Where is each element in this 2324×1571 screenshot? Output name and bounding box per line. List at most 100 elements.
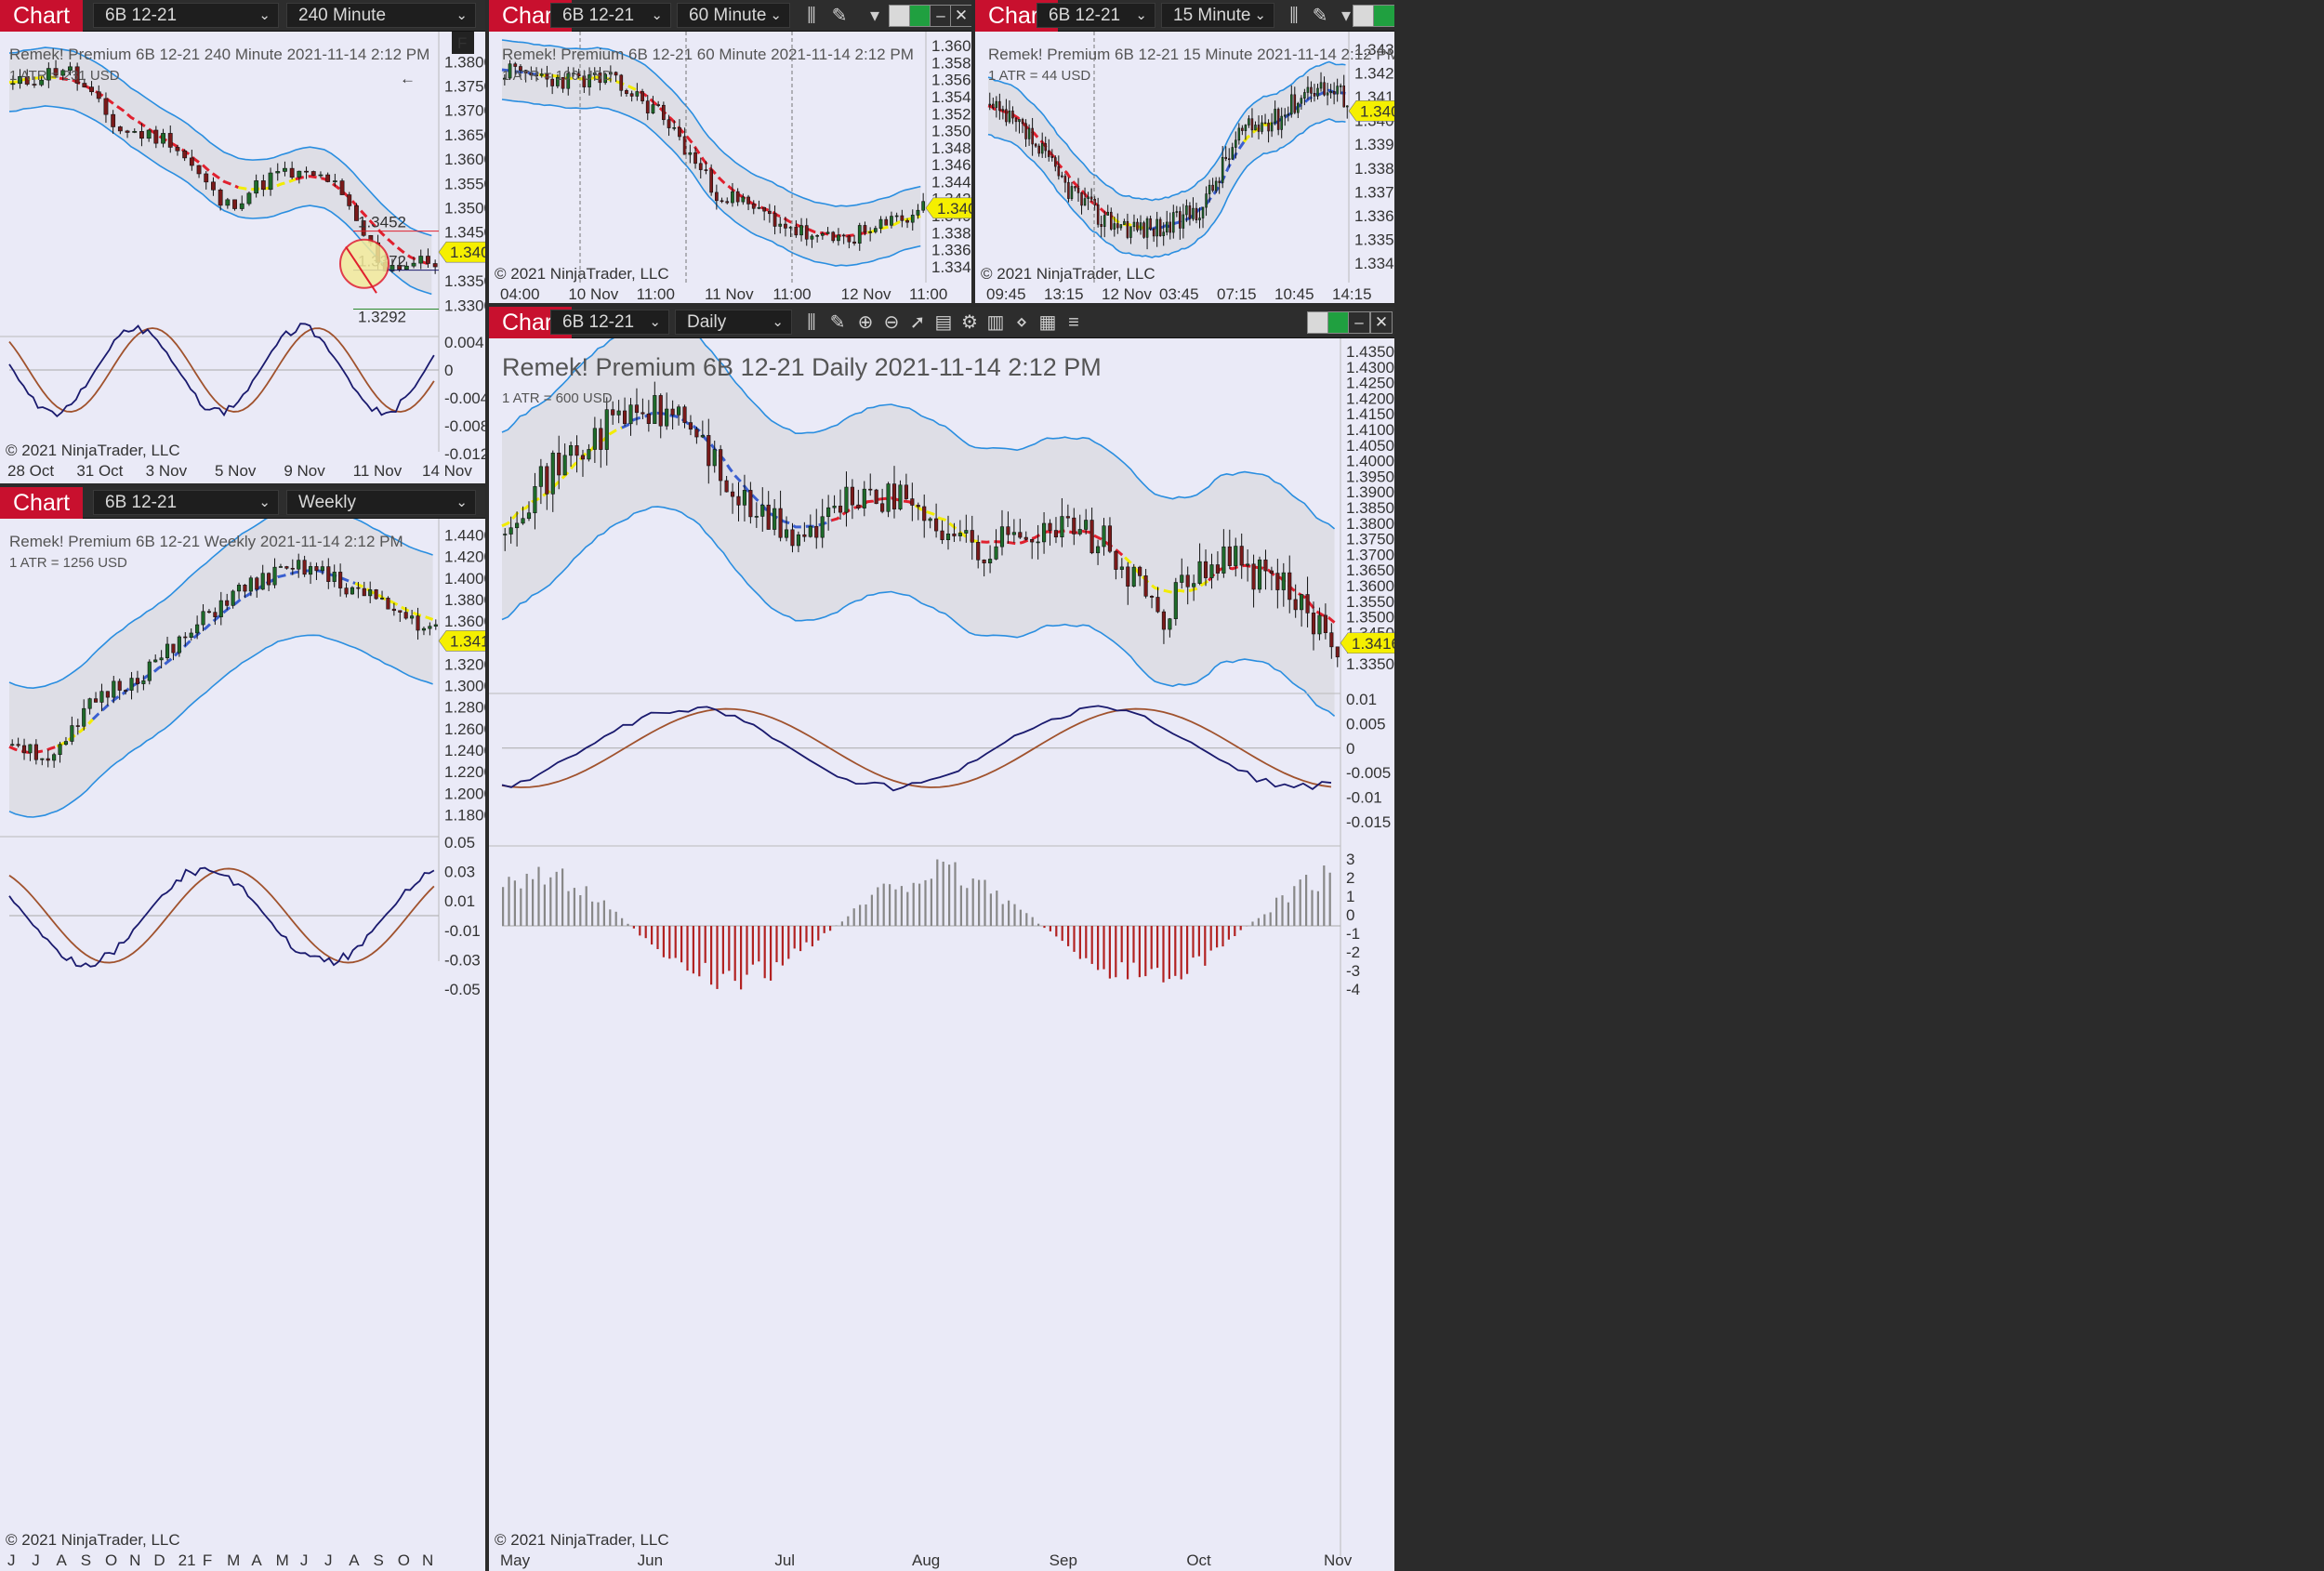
data-box-icon[interactable]: ▤ — [934, 312, 953, 333]
bar-type-icon[interactable]: ⫼ — [1289, 6, 1299, 26]
candle-body — [403, 612, 408, 619]
dropdown-icon[interactable]: ▾ — [1340, 6, 1352, 26]
candle-body — [338, 572, 343, 588]
candle-body — [368, 589, 373, 597]
candle-body — [267, 573, 271, 586]
candle-body — [799, 225, 803, 236]
osc-tick-label: -0.03 — [444, 951, 481, 969]
chevron-down-icon: ⌄ — [772, 314, 784, 330]
zoom-in-icon[interactable]: ⊕ — [857, 312, 874, 333]
candle-body — [1215, 564, 1220, 574]
candle-body — [1139, 222, 1142, 231]
candle-body — [1234, 546, 1238, 566]
minimize-button[interactable]: – — [1348, 311, 1370, 334]
bar-type-icon[interactable]: ⫼ — [807, 6, 816, 26]
trend-line-red — [8, 745, 58, 755]
window-color-button[interactable] — [1373, 5, 1394, 27]
chart-60min[interactable]: 1.36001.35801.35601.35401.35201.35001.34… — [489, 32, 971, 303]
drawing-tool-icon[interactable]: ✎ — [1312, 6, 1328, 26]
chart-daily[interactable]: 1.43501.43001.42501.42001.41501.41001.40… — [489, 338, 1394, 1571]
candle-body — [182, 150, 188, 159]
candle-body — [1313, 93, 1316, 97]
chart-tab[interactable]: Chart — [0, 487, 84, 519]
date-tick-label: 11 Nov — [353, 462, 403, 480]
window-link-button[interactable] — [1307, 311, 1329, 334]
histogram-bar — [644, 926, 647, 939]
price-tick-label: 1.4050 — [1346, 437, 1394, 455]
histogram-bar — [1156, 926, 1159, 969]
instrument-select[interactable]: 6B 12-21 ⌄ — [93, 490, 279, 515]
histogram-bar — [918, 883, 921, 926]
candle-body — [672, 126, 677, 129]
price-tick-label: 1.3380 — [931, 224, 971, 242]
instrument-select[interactable]: 6B 12-21 ⌄ — [1037, 3, 1155, 28]
histogram-bar — [817, 926, 820, 941]
instrument-select[interactable]: 6B 12-21 ⌄ — [550, 310, 669, 335]
histogram-bar — [1293, 886, 1296, 926]
price-tick-label: 1.4250 — [1346, 375, 1394, 392]
candle-body — [863, 225, 867, 233]
indicators-icon[interactable]: ▥ — [986, 312, 1005, 333]
close-button[interactable]: ✕ — [950, 5, 971, 27]
date-tick-label: N — [422, 1551, 433, 1569]
candle-body — [1034, 143, 1037, 147]
chart-240min[interactable]: 1.3800 1.3750 1.3700 1.3650 1.3600 1.3550 1.35… — [0, 32, 485, 483]
candle-body — [820, 516, 825, 538]
date-tick-label: S — [81, 1551, 91, 1569]
chart-tab[interactable]: Chart — [0, 0, 84, 32]
chart-15min[interactable]: 1.34351.34251.34151.34051.33951.33851.33… — [975, 32, 1394, 303]
close-button[interactable]: ✕ — [1370, 311, 1393, 334]
interval-select[interactable]: Daily ⌄ — [675, 310, 792, 335]
histogram-bar — [513, 880, 516, 926]
properties-icon[interactable]: ⚙ — [961, 312, 978, 333]
window-link-button[interactable] — [1353, 5, 1375, 27]
candle-body — [580, 455, 586, 460]
strategies-icon[interactable]: ⋄ — [1015, 312, 1028, 333]
candle-body — [1074, 186, 1076, 189]
chart-header: Remek! Premium 6B 12-21 Weekly 2021-11-1… — [9, 533, 403, 550]
candle-body — [706, 435, 711, 467]
candle-body — [302, 560, 307, 575]
candle-body — [651, 104, 655, 113]
candle-body — [645, 100, 650, 113]
list-icon[interactable]: ≡ — [1068, 312, 1079, 333]
interval-select[interactable]: Weekly ⌄ — [286, 490, 476, 515]
histogram-bar — [1097, 926, 1100, 970]
drawing-tool-icon[interactable]: ✎ — [829, 312, 846, 333]
candle-body — [772, 213, 777, 227]
instrument-select[interactable]: 6B 12-21 ⌄ — [93, 3, 279, 28]
interval-select[interactable]: 240 Minute ⌄ — [286, 3, 476, 28]
interval-select[interactable]: 60 Minute ⌄ — [677, 3, 790, 28]
toolbar: Chart 6B 12-21 ⌄ 60 Minute ⌄ ⫼ ✎ ▾ – ✕ — [489, 0, 971, 32]
histogram-bar — [847, 916, 850, 926]
candle-body — [994, 546, 998, 560]
dropdown-icon[interactable]: ▾ — [869, 6, 880, 26]
candle-body — [852, 241, 856, 244]
window-color-button[interactable] — [909, 5, 931, 27]
pointer-icon[interactable]: ➚ — [909, 312, 926, 333]
drawing-tool-icon[interactable]: ✎ — [831, 6, 848, 26]
window-link-button[interactable] — [889, 5, 911, 27]
target-circle — [339, 238, 390, 289]
candle-body — [206, 611, 212, 614]
chart-weekly[interactable]: 1.44001.42001.40001.38001.36001.34001.32… — [0, 519, 485, 1571]
instrument-select[interactable]: 6B 12-21 ⌄ — [550, 3, 671, 28]
candle-body — [1310, 86, 1313, 94]
candle-body — [46, 758, 50, 761]
candle-body — [129, 678, 134, 691]
interval-select[interactable]: 15 Minute ⌄ — [1161, 3, 1274, 28]
lower-band-line — [987, 118, 1346, 258]
candle-body — [1329, 91, 1332, 94]
candle-body — [1149, 596, 1155, 598]
bar-type-icon[interactable]: ⫼ — [807, 312, 816, 333]
candle-body — [308, 566, 313, 575]
price-tick-label: 1.3580 — [931, 54, 971, 72]
candle-body — [1290, 94, 1293, 115]
candle-body — [243, 585, 247, 592]
calendar-icon[interactable]: ▦ — [1038, 312, 1057, 333]
minimize-button[interactable]: – — [930, 5, 952, 27]
trend-line-yellow — [538, 73, 640, 93]
zoom-out-icon[interactable]: ⊖ — [883, 312, 900, 333]
candle-body — [665, 408, 669, 427]
window-color-button[interactable] — [1327, 311, 1350, 334]
